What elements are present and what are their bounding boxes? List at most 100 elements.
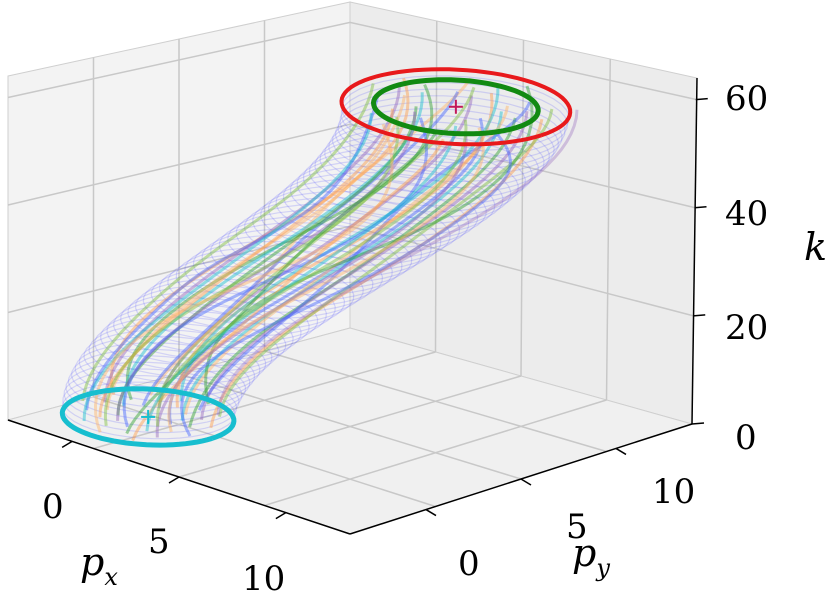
trajectory-line [155, 134, 468, 438]
grid-lines [7, 20, 697, 508]
z-tick-mark [693, 314, 706, 317]
end-inner-circle [370, 77, 541, 137]
x-tick-mark [275, 511, 287, 520]
tube-ring [302, 146, 519, 219]
tick-marks [61, 97, 708, 520]
tube-ring [192, 234, 393, 302]
y-axis-label-sub: y [595, 554, 610, 582]
tube-ring [328, 114, 550, 189]
outlier-trajectory-line [216, 109, 579, 416]
z-tick-mark [694, 206, 707, 209]
x-tick-label: 10 [242, 559, 285, 594]
tube-ring [113, 297, 302, 361]
tube-ring [61, 381, 236, 440]
z-tick-mark [695, 97, 708, 101]
z-grid-line [7, 21, 697, 101]
y-tick-mark [425, 508, 437, 517]
trajectory-line [175, 92, 494, 408]
z-tick-label: 20 [725, 308, 768, 348]
z-axis-label: k [804, 225, 827, 269]
tube-ring [252, 191, 461, 260]
tube-ring [337, 95, 563, 170]
trajectory-line [157, 95, 474, 409]
trajectory-line [141, 91, 460, 407]
tube-ring [340, 81, 569, 158]
y-tick-label: 0 [458, 544, 480, 584]
tube-ring [78, 335, 261, 397]
trajectory-line [82, 112, 373, 422]
tube-ring [127, 284, 319, 349]
trajectory-line [116, 111, 417, 421]
trajectory-line [179, 85, 500, 402]
x-axis-label: px [80, 540, 118, 591]
trajectory-line [81, 83, 375, 402]
y-tick-mark [520, 478, 532, 486]
wall-grid-line [434, 20, 438, 353]
tube-ring [260, 184, 470, 254]
trajectory-line [184, 105, 509, 415]
trajectory-line [204, 85, 534, 405]
trajectory-line [116, 106, 418, 416]
tube-ring [63, 368, 240, 427]
x-tick-mark [168, 476, 180, 484]
z-tick-label: 0 [735, 418, 757, 458]
tube-ring [120, 291, 310, 355]
tube-ring [88, 323, 273, 385]
tube-ring [235, 203, 442, 272]
floor-grid-line [264, 350, 607, 453]
trajectory-line [103, 116, 400, 427]
z-grid-line [7, 225, 694, 317]
tube-ring [227, 209, 432, 278]
tube-ring [94, 316, 280, 379]
trajectory-line [125, 129, 439, 435]
x-axis-label-main: p [80, 540, 104, 584]
trajectory-line [103, 86, 401, 403]
tube-ring [308, 140, 526, 213]
tube-ring [275, 172, 487, 243]
tube-ring [267, 178, 479, 249]
y-tick-label: 5 [566, 507, 588, 547]
trajectory-line [122, 117, 429, 428]
floor-grid-line [264, 399, 607, 507]
tube-ring [218, 216, 423, 284]
tube-ring [314, 134, 533, 207]
tube-ring [175, 247, 374, 313]
trajectory-line [218, 108, 554, 418]
tube-ring [184, 241, 384, 307]
z-grid-line [7, 123, 696, 209]
z-tick-mark [691, 422, 705, 425]
trajectory-line [85, 92, 380, 411]
trajectory-line [200, 110, 529, 421]
trajectory-line [148, 77, 472, 396]
z-axis-line [691, 77, 698, 425]
trajectory-line [188, 117, 517, 428]
y-axis-label-main: p [572, 531, 596, 575]
x-tick-mark [61, 440, 73, 449]
y-axis-label: py [572, 531, 610, 582]
trajectory-line [167, 127, 485, 433]
tube-ring [150, 266, 346, 331]
tube-ring [62, 375, 238, 434]
tube-ring [243, 197, 451, 266]
tube-ring [282, 165, 496, 237]
y-tick-label: 10 [652, 472, 695, 512]
trajectory-line [168, 117, 484, 425]
end-circle [339, 67, 573, 147]
trajectory-lines [81, 77, 579, 442]
trajectory-line [125, 84, 434, 401]
tube-ring [289, 159, 504, 231]
tube-ring [142, 272, 336, 337]
tube-ring [100, 310, 287, 373]
z-tick-label: 40 [725, 194, 768, 234]
tube-ring [331, 108, 555, 183]
trajectory-line [122, 92, 424, 406]
x-tick-label: 0 [42, 487, 64, 527]
z-tick-label: 60 [725, 79, 768, 119]
tube-ring [70, 348, 251, 409]
y-tick-mark [615, 447, 627, 456]
trajectory-line [180, 133, 513, 437]
tube-ring [134, 278, 327, 343]
tube-ring [296, 153, 512, 225]
tube-ring [341, 75, 570, 152]
start-circle [59, 386, 237, 448]
